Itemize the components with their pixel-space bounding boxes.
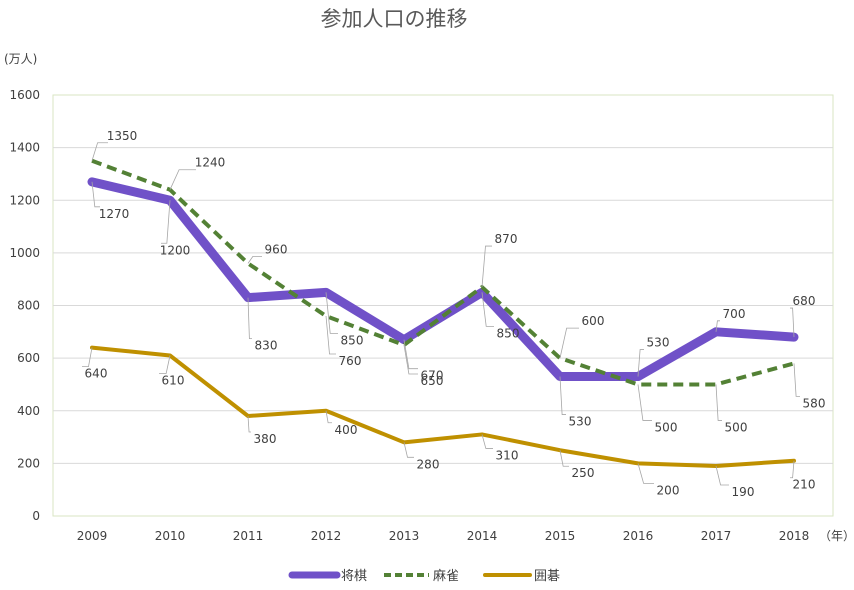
leader-line xyxy=(161,200,171,244)
legend-label: 囲碁 xyxy=(534,569,560,584)
leader-line xyxy=(403,339,418,370)
x-tick-label: 2018 xyxy=(779,529,810,543)
leader-line xyxy=(715,384,722,421)
leader-line xyxy=(159,355,171,374)
data-label: 530 xyxy=(569,415,592,429)
leader-line xyxy=(325,315,336,355)
leader-line xyxy=(91,142,108,161)
data-label: 500 xyxy=(655,420,678,434)
data-label: 1240 xyxy=(195,156,226,170)
series-line-0 xyxy=(87,177,799,382)
x-tick-label: 2013 xyxy=(389,529,420,543)
data-label: 250 xyxy=(572,466,595,480)
data-label: 530 xyxy=(647,336,670,350)
leader-line xyxy=(247,255,262,264)
leader-line xyxy=(169,169,196,190)
x-tick-label: 2017 xyxy=(701,529,732,543)
data-label: 580 xyxy=(803,396,826,410)
leader-line xyxy=(481,245,492,288)
x-tick-label: 2016 xyxy=(623,529,654,543)
x-tick-label: 2014 xyxy=(467,529,498,543)
leader-line xyxy=(637,463,654,484)
leader-line xyxy=(790,460,795,479)
leader-line xyxy=(793,363,800,397)
data-label: 650 xyxy=(421,374,444,388)
y-tick-label: 1400 xyxy=(9,141,40,155)
data-label: 400 xyxy=(335,423,358,437)
data-label: 280 xyxy=(417,457,440,471)
leader-line xyxy=(481,292,494,327)
data-label: 190 xyxy=(732,485,755,499)
leader-line xyxy=(559,376,566,415)
leader-line xyxy=(247,297,252,340)
leader-line xyxy=(325,292,338,334)
series-line-2 xyxy=(90,345,796,469)
y-tick-label: 800 xyxy=(17,299,40,313)
leader-line xyxy=(559,327,579,359)
data-label: 1350 xyxy=(107,129,138,143)
y-tick-label: 600 xyxy=(17,351,40,365)
leader-line xyxy=(325,410,332,424)
data-label: 1270 xyxy=(99,207,130,221)
y-tick-label: 200 xyxy=(17,456,40,470)
data-label: 850 xyxy=(497,326,520,340)
data-label: 960 xyxy=(265,242,288,256)
leader-line xyxy=(715,320,720,332)
x-axis-label: （年） xyxy=(819,529,854,543)
x-tick-label: 2011 xyxy=(233,529,264,543)
y-tick-label: 0 xyxy=(32,509,40,523)
y-tick-label: 1000 xyxy=(9,246,40,260)
leader-line xyxy=(91,181,100,208)
chart-title: 参加人口の推移 xyxy=(321,7,468,31)
y-tick-label: 1600 xyxy=(9,88,40,102)
leader-line xyxy=(481,434,493,449)
leader-line xyxy=(715,465,729,486)
data-label: 640 xyxy=(85,367,108,381)
data-label: 610 xyxy=(162,373,185,387)
y-tick-label: 1200 xyxy=(9,193,40,207)
leader-line xyxy=(403,344,418,375)
data-label: 830 xyxy=(255,339,278,353)
data-label: 850 xyxy=(341,333,364,347)
data-label: 680 xyxy=(793,294,816,308)
data-label: 210 xyxy=(793,478,816,492)
leader-line xyxy=(247,415,251,433)
data-label: 310 xyxy=(496,448,519,462)
data-label: 670 xyxy=(421,369,444,383)
data-label: 870 xyxy=(495,232,518,246)
y-axis-label: (万人) xyxy=(4,52,37,66)
leader-line xyxy=(637,384,652,421)
leader-line xyxy=(790,307,795,338)
series-line-1 xyxy=(91,158,795,387)
data-label: 760 xyxy=(339,354,362,368)
legend-label: 将棋 xyxy=(341,569,367,584)
data-label: 500 xyxy=(725,420,748,434)
data-label: 600 xyxy=(582,314,605,328)
leader-line xyxy=(637,349,644,377)
data-label: 200 xyxy=(657,483,680,497)
leader-line xyxy=(82,347,93,368)
leader-line xyxy=(403,442,414,458)
data-label: 1200 xyxy=(160,243,191,257)
x-tick-label: 2010 xyxy=(155,529,186,543)
x-tick-label: 2015 xyxy=(545,529,576,543)
x-tick-label: 2012 xyxy=(311,529,342,543)
legend-label: 麻雀 xyxy=(433,569,459,584)
x-tick-label: 2009 xyxy=(77,529,108,543)
data-label: 380 xyxy=(254,432,277,446)
data-label: 700 xyxy=(723,307,746,321)
y-tick-label: 400 xyxy=(17,404,40,418)
leader-line xyxy=(559,450,569,467)
